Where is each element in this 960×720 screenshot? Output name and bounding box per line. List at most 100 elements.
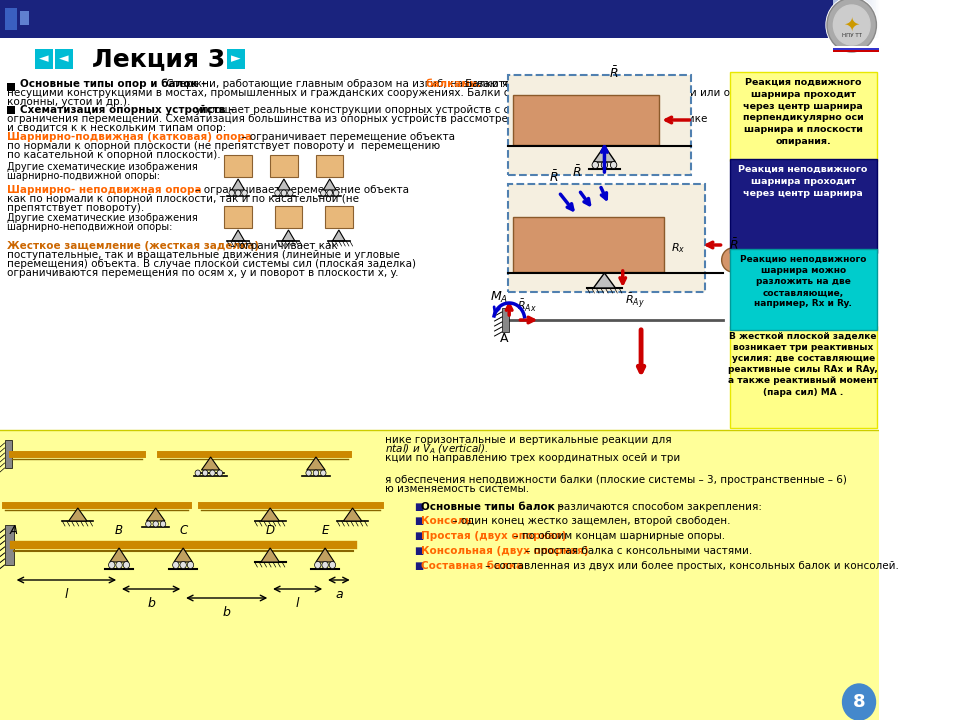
Text: $M_A$: $M_A$	[491, 289, 508, 305]
Circle shape	[722, 248, 744, 272]
Polygon shape	[277, 179, 290, 190]
Circle shape	[306, 470, 311, 476]
Text: ■: ■	[414, 561, 423, 571]
Text: я обеспечения неподвижности балки (плоские системы – 3, пространственные – 6): я обеспечения неподвижности балки (плоск…	[385, 475, 847, 485]
Circle shape	[592, 161, 598, 168]
Text: по нормали к опорной плоскости (не препятствует повороту и  перемещению: по нормали к опорной плоскости (не препя…	[8, 141, 441, 151]
Text: – ограничивает перемещение объекта: – ограничивает перемещение объекта	[238, 132, 455, 142]
Text: Схематизация опорных устройств –: Схематизация опорных устройств –	[20, 105, 234, 115]
Bar	[833, 46, 879, 52]
Bar	[0, 0, 833, 38]
Bar	[316, 155, 344, 177]
Text: D: D	[266, 524, 275, 537]
Text: – ограничивает как: – ограничивает как	[228, 241, 338, 251]
Polygon shape	[261, 548, 279, 562]
Text: ◄: ◄	[60, 53, 69, 66]
Circle shape	[173, 562, 180, 569]
Text: НПУ ТТ: НПУ ТТ	[842, 32, 862, 37]
Text: C: C	[179, 524, 187, 537]
Circle shape	[321, 470, 326, 476]
Polygon shape	[261, 508, 279, 521]
Text: препятствует повороту).: препятствует повороту).	[8, 203, 145, 213]
Text: $\bar{R}_{Ay}$: $\bar{R}_{Ay}$	[626, 291, 645, 310]
Bar	[833, 48, 879, 50]
Circle shape	[275, 190, 280, 196]
Bar	[5, 525, 13, 565]
Polygon shape	[316, 548, 334, 562]
Text: Основные типы балок –: Основные типы балок –	[421, 502, 564, 512]
Circle shape	[228, 190, 234, 196]
Circle shape	[281, 190, 287, 196]
Text: $\bar{R}_{Ax}$: $\bar{R}_{Ax}$	[516, 298, 537, 314]
Bar	[225, 206, 252, 228]
Text: – ограничивает перемещение объекта: – ограничивает перемещение объекта	[192, 185, 409, 195]
Circle shape	[313, 470, 319, 476]
FancyBboxPatch shape	[730, 72, 877, 161]
Bar	[5, 440, 12, 468]
Text: В жесткой плоской заделке
возникает три реактивных
усилия: две составляющие
реак: В жесткой плоской заделке возникает три …	[729, 332, 878, 397]
Text: балками.: балками.	[426, 79, 482, 89]
Text: 8: 8	[852, 693, 865, 711]
Text: Шарнирно-подвижная (катковая) опора: Шарнирно-подвижная (катковая) опора	[8, 132, 252, 142]
Bar	[20, 11, 30, 25]
Polygon shape	[282, 230, 295, 241]
Text: B: B	[115, 524, 123, 537]
Bar	[833, 46, 879, 48]
Text: Стержни, работающие главным образом на изгиб, называются: Стержни, работающие главным образом на и…	[163, 79, 520, 89]
Text: – один конец жестко защемлен, второй свободен.: – один конец жестко защемлен, второй сво…	[449, 516, 731, 526]
Text: и сводится к к нескольким типам опор:: и сводится к к нескольким типам опор:	[8, 123, 227, 133]
Text: E: E	[322, 524, 328, 537]
Text: Другие схематические изображения: Другие схематические изображения	[8, 162, 198, 172]
Circle shape	[601, 161, 608, 168]
FancyBboxPatch shape	[55, 49, 73, 69]
Bar	[502, 308, 509, 332]
Circle shape	[329, 562, 336, 569]
Text: Консольная (двух опорная): Консольная (двух опорная)	[421, 546, 588, 556]
Circle shape	[180, 562, 186, 569]
Polygon shape	[231, 230, 245, 241]
Text: ✦: ✦	[844, 16, 860, 35]
FancyBboxPatch shape	[35, 49, 53, 69]
Text: $\bar{R}$: $\bar{R}$	[572, 164, 582, 180]
Text: a: a	[335, 588, 343, 601]
Text: Реакция подвижного
шарнира проходит
через центр шарнира
перпендикулярно оси
шарн: Реакция подвижного шарнира проходит чере…	[743, 78, 864, 146]
Circle shape	[146, 521, 151, 527]
Circle shape	[209, 470, 215, 476]
Bar	[0, 430, 879, 720]
Circle shape	[833, 5, 870, 45]
FancyBboxPatch shape	[730, 326, 877, 428]
Bar	[513, 217, 664, 272]
Circle shape	[116, 562, 122, 569]
Circle shape	[187, 562, 194, 569]
Polygon shape	[344, 508, 362, 521]
Circle shape	[153, 521, 158, 527]
Text: $\bar{R}$: $\bar{R}$	[729, 238, 738, 253]
Text: кции по направлению трех координатных осей и три: кции по направлению трех координатных ос…	[385, 453, 680, 463]
Circle shape	[322, 562, 328, 569]
Text: Основные типы опор и балок –: Основные типы опор и балок –	[20, 78, 206, 89]
Text: ►: ►	[231, 53, 241, 66]
Text: Простая (двух опорная): Простая (двух опорная)	[421, 531, 566, 541]
Text: ■: ■	[414, 502, 423, 512]
Circle shape	[203, 470, 208, 476]
Polygon shape	[109, 548, 129, 562]
Text: A: A	[10, 524, 17, 537]
Text: $\bar{R}$: $\bar{R}$	[609, 66, 618, 81]
Text: колонны, устои и др.).: колонны, устои и др.).	[8, 97, 131, 107]
Text: Составная балка: Составная балка	[421, 561, 523, 571]
Bar	[270, 155, 298, 177]
Circle shape	[315, 562, 321, 569]
Circle shape	[333, 190, 339, 196]
FancyBboxPatch shape	[508, 184, 706, 292]
Text: ◄: ◄	[39, 53, 49, 66]
Circle shape	[826, 0, 877, 53]
Text: шарнирно-подвижной опоры:: шарнирно-подвижной опоры:	[8, 171, 160, 181]
Circle shape	[321, 190, 326, 196]
Text: ограничиваются перемещения по осям x, y и поворот в плоскости x, y.: ограничиваются перемещения по осям x, y …	[8, 268, 398, 278]
Circle shape	[108, 562, 115, 569]
Text: $\bar{R}$: $\bar{R}$	[549, 169, 559, 185]
Circle shape	[235, 190, 241, 196]
Circle shape	[827, 0, 876, 52]
Text: b: b	[223, 606, 230, 619]
Text: шарнирно-неподвижной опоры:: шарнирно-неподвижной опоры:	[8, 222, 173, 232]
